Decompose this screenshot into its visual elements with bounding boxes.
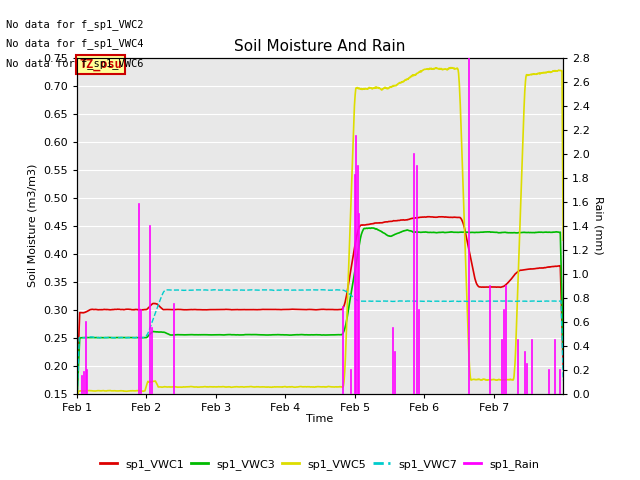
sp1_VWC5 xyxy=(296,384,304,389)
sp1_VWC7 xyxy=(456,299,464,304)
sp1_VWC3 xyxy=(98,335,106,340)
sp1_VWC3 xyxy=(310,332,317,338)
sp1_VWC7 xyxy=(98,335,106,341)
sp1_VWC1 xyxy=(73,389,81,395)
Text: No data for f_sp1_VWC2: No data for f_sp1_VWC2 xyxy=(6,19,144,30)
Line: sp1_VWC1: sp1_VWC1 xyxy=(77,216,563,392)
sp1_VWC1 xyxy=(559,364,567,370)
sp1_VWC3 xyxy=(296,332,304,337)
sp1_VWC5 xyxy=(98,388,106,394)
sp1_VWC3 xyxy=(559,347,567,353)
sp1_VWC3 xyxy=(545,229,553,235)
sp1_VWC1 xyxy=(98,307,106,312)
Line: sp1_VWC7: sp1_VWC7 xyxy=(77,290,563,408)
sp1_VWC7 xyxy=(73,405,81,411)
Text: No data for f_sp1_VWC4: No data for f_sp1_VWC4 xyxy=(6,38,144,49)
sp1_VWC3 xyxy=(456,229,464,235)
sp1_VWC3 xyxy=(73,402,81,408)
Text: TZ_osu: TZ_osu xyxy=(79,58,122,71)
sp1_VWC1 xyxy=(456,215,464,220)
sp1_VWC5 xyxy=(447,65,455,71)
sp1_VWC5 xyxy=(545,69,553,75)
sp1_VWC5 xyxy=(73,432,81,437)
sp1_VWC7 xyxy=(310,287,317,293)
sp1_VWC7 xyxy=(559,377,567,383)
sp1_VWC1 xyxy=(310,307,317,312)
sp1_VWC7 xyxy=(545,298,553,304)
sp1_VWC1 xyxy=(425,214,433,219)
sp1_VWC7 xyxy=(545,298,553,304)
sp1_VWC1 xyxy=(545,264,553,270)
Line: sp1_VWC3: sp1_VWC3 xyxy=(77,228,563,405)
sp1_VWC5 xyxy=(559,237,567,243)
sp1_VWC3 xyxy=(545,229,553,235)
Line: sp1_VWC5: sp1_VWC5 xyxy=(77,68,563,434)
Legend: sp1_VWC1, sp1_VWC3, sp1_VWC5, sp1_VWC7, sp1_Rain: sp1_VWC1, sp1_VWC3, sp1_VWC5, sp1_VWC7, … xyxy=(96,455,544,474)
sp1_VWC3 xyxy=(367,225,375,231)
sp1_VWC1 xyxy=(296,307,304,312)
Y-axis label: Soil Moisture (m3/m3): Soil Moisture (m3/m3) xyxy=(28,164,38,288)
sp1_VWC5 xyxy=(456,96,464,102)
Text: No data for f_sp1_VWC6: No data for f_sp1_VWC6 xyxy=(6,58,144,69)
Y-axis label: Rain (mm): Rain (mm) xyxy=(594,196,604,255)
X-axis label: Time: Time xyxy=(307,414,333,424)
Title: Soil Moisture And Rain: Soil Moisture And Rain xyxy=(234,39,406,54)
sp1_VWC7 xyxy=(296,287,304,293)
sp1_VWC5 xyxy=(310,384,317,390)
sp1_VWC7 xyxy=(319,287,327,293)
sp1_VWC5 xyxy=(545,69,553,74)
sp1_VWC1 xyxy=(545,264,553,270)
